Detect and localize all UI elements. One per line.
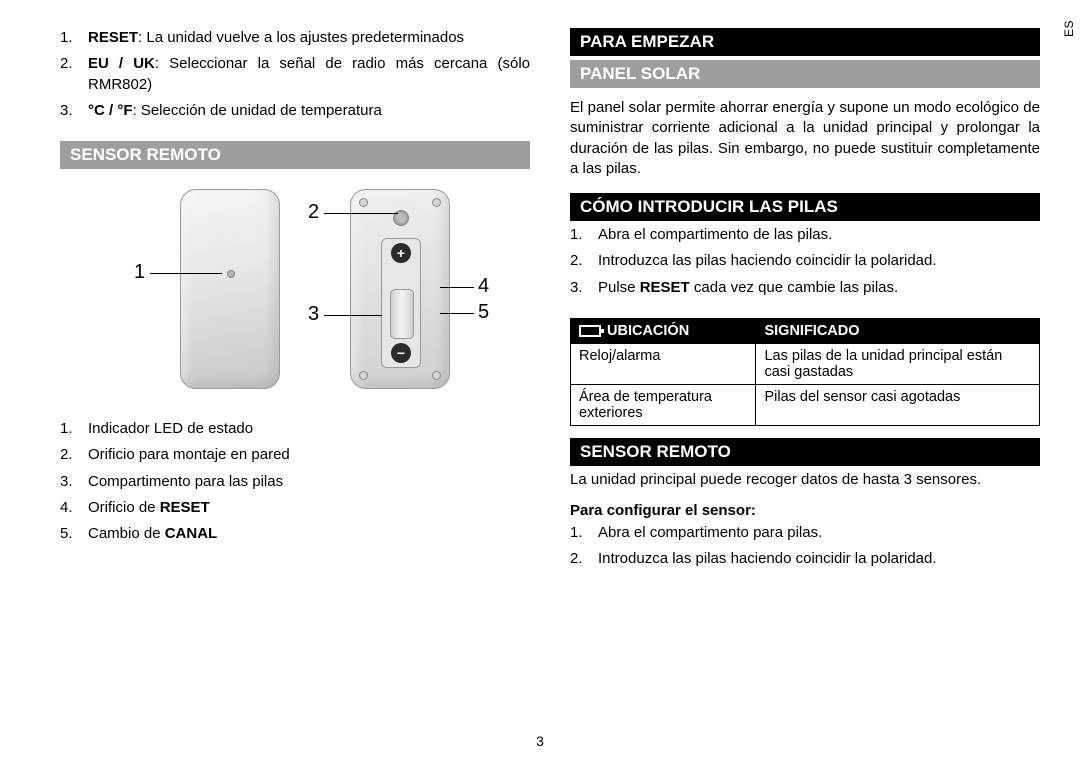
language-side-label: ES	[1062, 20, 1076, 37]
panel-solar-paragraph: El panel solar permite ahorrar energía y…	[570, 98, 1040, 179]
table-row: Reloj/alarma Las pilas de la unidad prin…	[571, 343, 1040, 384]
list-item: Abra el compartimento de las pilas.	[570, 225, 1040, 245]
item-text: cada vez que cambie las pilas.	[690, 279, 898, 296]
item-bold: RESET	[88, 29, 138, 46]
sensor-back-view: + −	[350, 189, 450, 389]
battery-location-table: UBICACIÓN SIGNIFICADO Reloj/alarma Las p…	[570, 318, 1040, 426]
item-text: Pulse	[598, 279, 640, 296]
list-item: Introduzca las pilas haciendo coincidir …	[570, 251, 1040, 271]
item-bold: RESET	[160, 499, 210, 516]
item-bold: RESET	[640, 279, 690, 296]
callout-number: 3	[308, 303, 319, 325]
table-cell: Reloj/alarma	[571, 343, 756, 384]
list-item: Pulse RESET cada vez que cambie las pila…	[570, 278, 1040, 298]
callout-2: 2	[308, 201, 319, 224]
list-item: EU / UK: Seleccionar la señal de radio m…	[60, 54, 530, 95]
sensor-remoto-header-2: SENSOR REMOTO	[570, 438, 1040, 466]
list-item: Abra el compartimento para pilas.	[570, 523, 1040, 543]
sensor-paragraph: La unidad principal puede recoger datos …	[570, 470, 1040, 490]
sensor-remoto-header: SENSOR REMOTO	[60, 141, 530, 169]
right-column: PARA EMPEZAR PANEL SOLAR El panel solar …	[570, 28, 1040, 708]
callout-number: 2	[308, 201, 319, 223]
screw-icon	[359, 198, 368, 207]
top-settings-list: RESET: La unidad vuelve a los ajustes pr…	[60, 28, 530, 127]
battery-compartment: + −	[381, 238, 421, 368]
item-bold: EU / UK	[88, 55, 155, 72]
page-number: 3	[536, 733, 544, 749]
table-cell: Área de temperatura exteriores	[571, 384, 756, 425]
como-introducir-pilas-header: CÓMO INTRODUCIR LAS PILAS	[570, 193, 1040, 221]
table-row: Área de temperatura exteriores Pilas del…	[571, 384, 1040, 425]
table-cell: Las pilas de la unidad principal están c…	[756, 343, 1040, 384]
sensor-front-view	[180, 189, 280, 389]
table-header-row: UBICACIÓN SIGNIFICADO	[571, 318, 1040, 343]
list-item: °C / °F: Selección de unidad de temperat…	[60, 101, 530, 121]
battery-cylinder-icon	[390, 289, 414, 339]
two-column-layout: RESET: La unidad vuelve a los ajustes pr…	[60, 28, 1040, 708]
callout-3: 3	[308, 303, 319, 326]
sensor-parts-list: Indicador LED de estado Orificio para mo…	[60, 419, 530, 550]
list-item: Orificio para montaje en pared	[60, 445, 530, 465]
item-text: Orificio de	[88, 499, 160, 516]
header-text: UBICACIÓN	[607, 323, 689, 339]
item-text: : La unidad vuelve a los ajustes predete…	[138, 29, 464, 46]
battery-icon	[579, 325, 601, 337]
item-text: Cambio de	[88, 525, 165, 542]
table-cell: Pilas del sensor casi agotadas	[756, 384, 1040, 425]
callout-4: 4	[478, 275, 489, 298]
list-item: Orificio de RESET	[60, 498, 530, 518]
screw-icon	[432, 198, 441, 207]
item-bold: CANAL	[165, 525, 218, 542]
callout-number: 1	[134, 261, 145, 283]
list-item: Cambio de CANAL	[60, 524, 530, 544]
list-item: Compartimento para las pilas	[60, 472, 530, 492]
list-item: Introduzca las pilas haciendo coincidir …	[570, 549, 1040, 569]
led-indicator-icon	[227, 270, 235, 278]
left-column: RESET: La unidad vuelve a los ajustes pr…	[60, 28, 530, 708]
para-empezar-header: PARA EMPEZAR	[570, 28, 1040, 56]
battery-plus-icon: +	[391, 243, 411, 263]
table-header-ubicacion: UBICACIÓN	[571, 318, 756, 343]
screw-icon	[432, 371, 441, 380]
pilas-steps-list: Abra el compartimento de las pilas. Intr…	[570, 225, 1040, 304]
callout-number: 4	[478, 275, 489, 297]
config-sensor-subhead: Para configurar el sensor:	[570, 502, 1040, 519]
callout-5: 5	[478, 301, 489, 324]
item-text: : Seleccionar la señal de radio más cerc…	[88, 55, 530, 92]
list-item: Indicador LED de estado	[60, 419, 530, 439]
item-bold: °C / °F	[88, 102, 133, 119]
list-item: RESET: La unidad vuelve a los ajustes pr…	[60, 28, 530, 48]
screw-icon	[359, 371, 368, 380]
item-text: : Selección de unidad de temperatura	[133, 102, 382, 119]
callout-1: 1	[134, 261, 145, 284]
table-header-significado: SIGNIFICADO	[756, 318, 1040, 343]
callout-number: 5	[478, 301, 489, 323]
battery-minus-icon: −	[391, 343, 411, 363]
panel-solar-header: PANEL SOLAR	[570, 60, 1040, 88]
config-sensor-list: Abra el compartimento para pilas. Introd…	[570, 523, 1040, 576]
sensor-diagram: + − 1 2 3	[60, 179, 530, 409]
